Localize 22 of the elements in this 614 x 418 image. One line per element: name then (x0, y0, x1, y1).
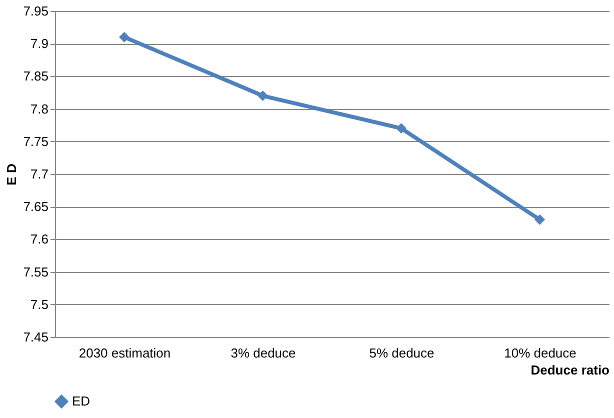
y-tick-label: 7.75 (23, 134, 48, 149)
point (258, 90, 268, 102)
y-tick-label: 7.6 (30, 232, 48, 247)
x-tick-label: 5% deduce (369, 346, 434, 360)
y-tick-label: 7.5 (30, 296, 48, 312)
y-tick-label: 7.95 (23, 4, 48, 18)
x-tick-label: 10% deduce (504, 346, 576, 360)
x-tick-label: 2030 estimation (78, 346, 171, 360)
y-tick-label: 7.45 (23, 330, 48, 344)
point (534, 214, 545, 225)
y-tick-label: 7.9 (30, 36, 48, 52)
y-tick-label: 7.7 (30, 166, 48, 182)
legend-label: ED (72, 394, 90, 408)
y-tick-label: 7.55 (23, 264, 48, 280)
x-axis-title: Deduce ratio (530, 362, 610, 378)
y-tick-label: 7.85 (23, 68, 48, 84)
point (119, 32, 130, 42)
y-tick-label: 7.8 (30, 101, 48, 116)
y-axis-title: E D (4, 164, 20, 186)
point (396, 123, 406, 134)
x-tick-label: 3% deduce (230, 346, 296, 360)
y-tick-label: 7.65 (23, 199, 48, 214)
